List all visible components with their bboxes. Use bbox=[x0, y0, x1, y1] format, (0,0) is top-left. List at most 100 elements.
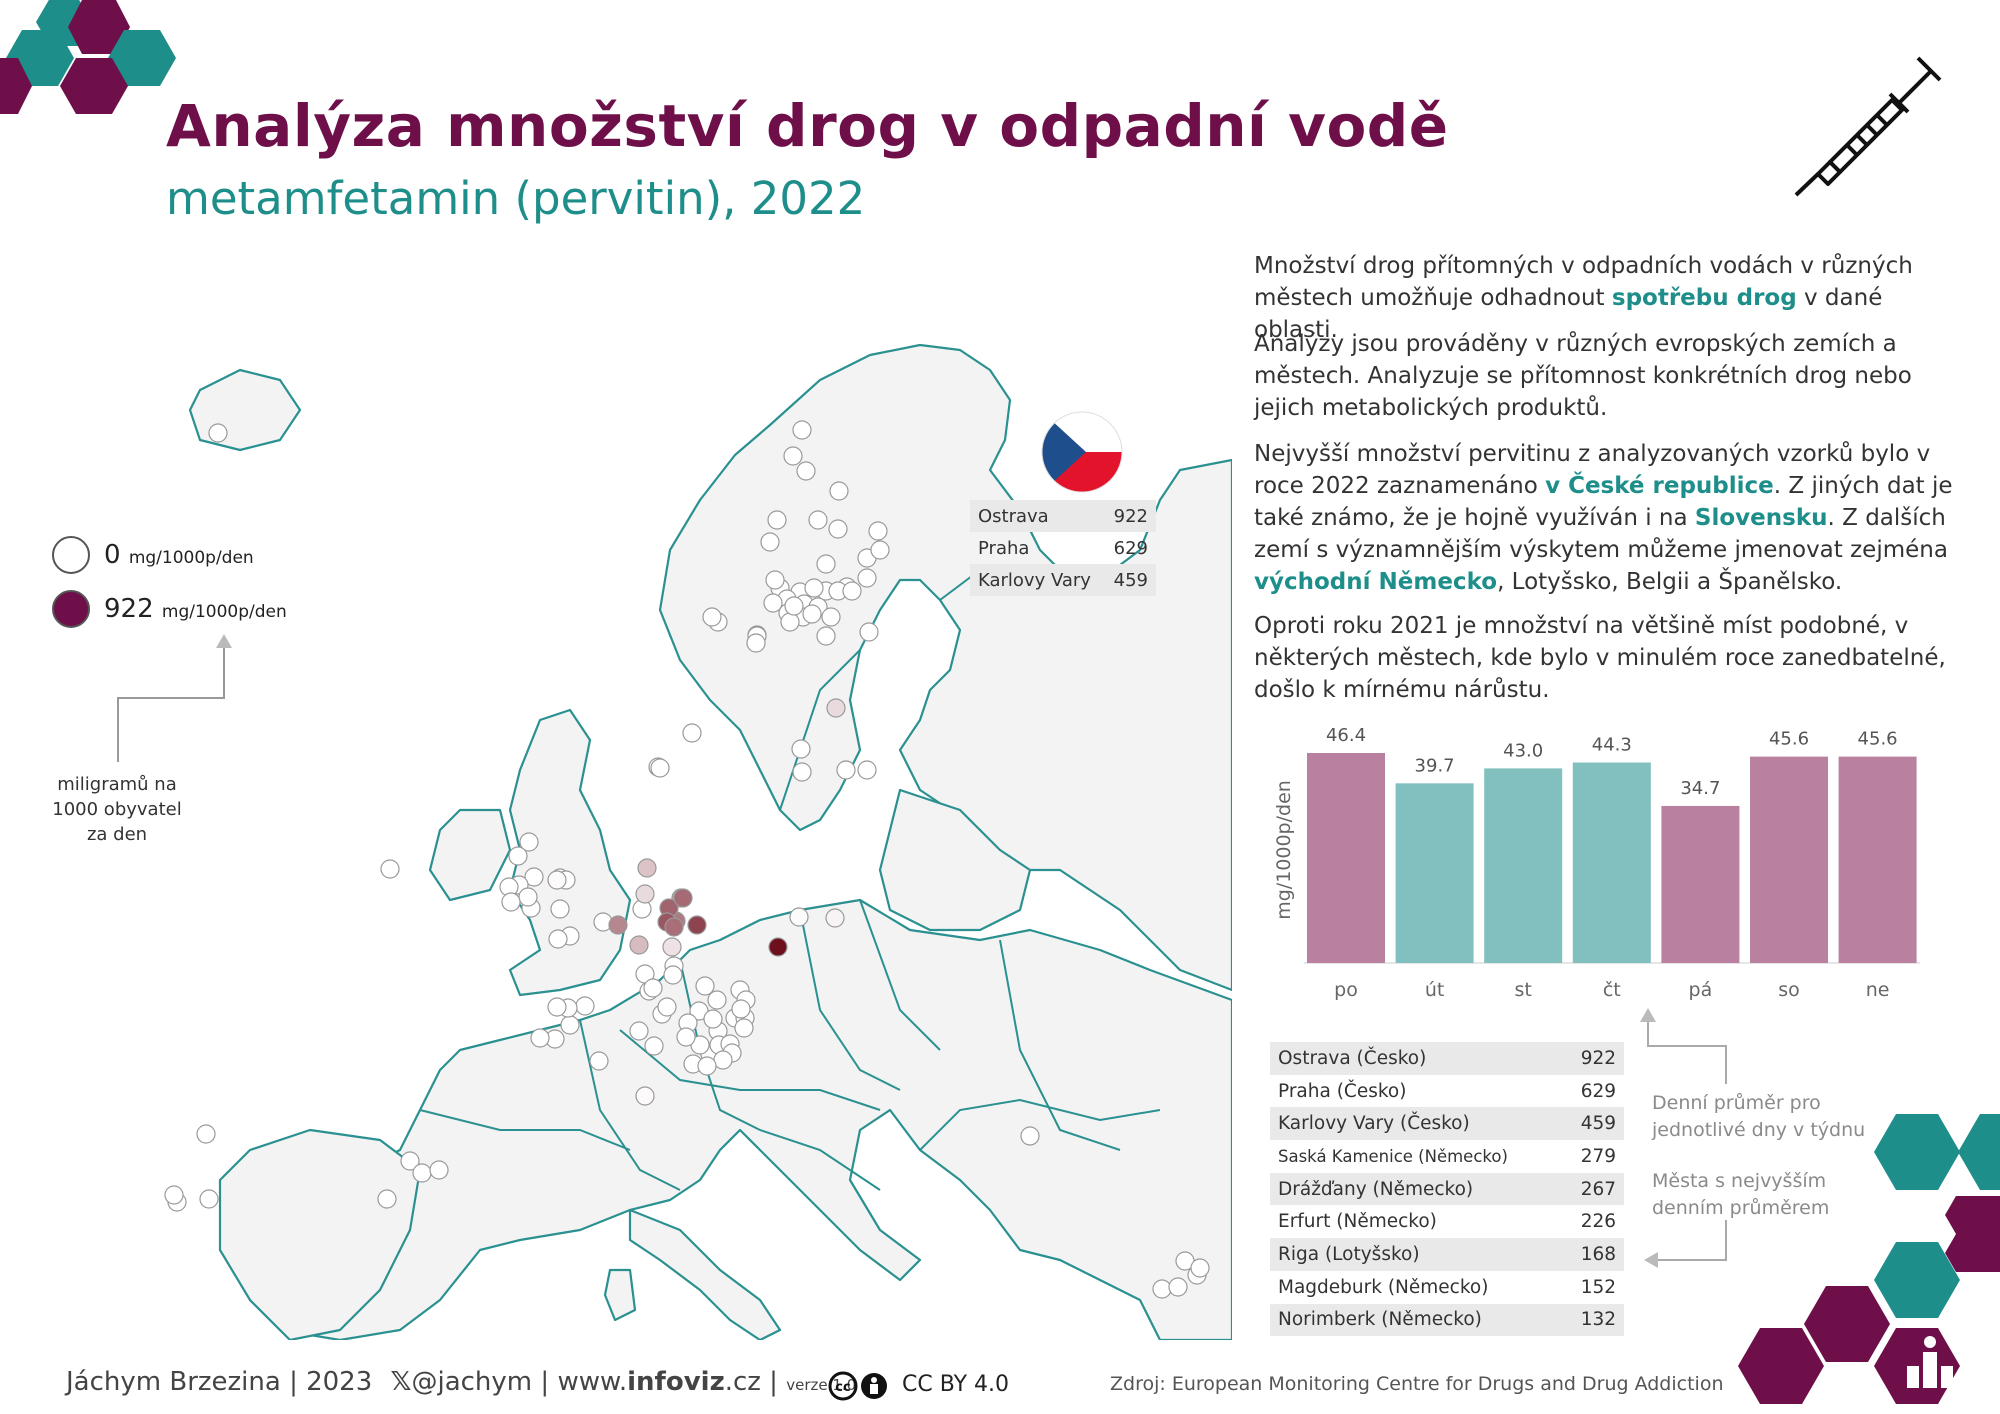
map-city-dot[interactable] bbox=[687, 915, 707, 935]
map-city-dot[interactable] bbox=[783, 446, 803, 466]
map-city-dot[interactable] bbox=[857, 760, 877, 780]
map-city-dot[interactable] bbox=[629, 1021, 649, 1041]
map-city-dot[interactable] bbox=[663, 965, 683, 985]
map-city-dot[interactable] bbox=[682, 723, 702, 743]
map-city-dot[interactable] bbox=[816, 626, 836, 646]
map-city-dot[interactable] bbox=[796, 461, 816, 481]
map-city-dot[interactable] bbox=[713, 1050, 733, 1070]
table-row: Karlovy Vary (Česko) 459 bbox=[1270, 1107, 1624, 1141]
map-city-dot[interactable] bbox=[380, 859, 400, 879]
footer-handle[interactable]: @jachym bbox=[411, 1367, 533, 1397]
map-city-dot[interactable] bbox=[518, 887, 538, 907]
map-city-dot[interactable] bbox=[836, 760, 856, 780]
map-borders bbox=[419, 569, 1161, 1191]
map-city-dot[interactable] bbox=[857, 568, 877, 588]
map-city-dot[interactable] bbox=[676, 1027, 696, 1047]
map-city-dot[interactable] bbox=[657, 997, 677, 1017]
map-city-dot[interactable] bbox=[550, 899, 570, 919]
legend-min-label: 0 mg/1000p/den bbox=[104, 540, 254, 570]
map-city-dot[interactable] bbox=[792, 420, 812, 440]
map-city-dot[interactable] bbox=[635, 1086, 655, 1106]
footer-website[interactable]: www.infoviz.cz bbox=[557, 1367, 761, 1397]
map-city-dot[interactable] bbox=[859, 622, 879, 642]
map-city-dot[interactable] bbox=[199, 1189, 219, 1209]
footer-credits: Jáchym Brzezina | 2023 𝕏@jachym | www.in… bbox=[66, 1367, 857, 1397]
map-city-dot[interactable] bbox=[644, 1036, 664, 1056]
map-city-dot[interactable] bbox=[828, 519, 848, 539]
map-city-dot[interactable] bbox=[702, 607, 722, 627]
map-city-dot[interactable] bbox=[1020, 1126, 1040, 1146]
map-city-dot[interactable] bbox=[1168, 1277, 1188, 1297]
map-city-dot[interactable] bbox=[662, 937, 682, 957]
map-city-dot[interactable] bbox=[808, 510, 828, 530]
cc-by-icon: cc bbox=[828, 1371, 887, 1401]
map-city-dot[interactable] bbox=[1152, 1279, 1172, 1299]
map-city-dot[interactable] bbox=[608, 915, 628, 935]
map-city-dot[interactable] bbox=[826, 698, 846, 718]
map-city-dot[interactable] bbox=[643, 978, 663, 998]
map-city-dot[interactable] bbox=[760, 532, 780, 552]
map-city-dot[interactable] bbox=[695, 976, 715, 996]
map-city-dot[interactable] bbox=[763, 593, 783, 613]
map-city-dot[interactable] bbox=[547, 870, 567, 890]
map-city-dot[interactable] bbox=[703, 1009, 723, 1029]
map-city-dot[interactable] bbox=[734, 1018, 754, 1038]
map-city-dot[interactable] bbox=[746, 633, 766, 653]
map-city-dot[interactable] bbox=[821, 607, 841, 627]
map-city-dot[interactable] bbox=[524, 867, 544, 887]
map-city-dot[interactable] bbox=[575, 996, 595, 1016]
map-city-dot[interactable] bbox=[429, 1160, 449, 1180]
map-city-dot[interactable] bbox=[412, 1163, 432, 1183]
table-row: Magdeburk (Německo) 152 bbox=[1278, 1276, 1616, 1298]
map-city-dot[interactable] bbox=[731, 999, 751, 1019]
table-row: Erfurt (Německo) 226 bbox=[1278, 1211, 1616, 1233]
map-city-dot[interactable] bbox=[530, 1028, 550, 1048]
map-city-dot[interactable] bbox=[768, 937, 788, 957]
map-city-dot[interactable] bbox=[870, 540, 890, 560]
chart-note: Denní průměr pro jednotlivé dny v týdnu bbox=[1652, 1092, 1866, 1141]
map-city-dot[interactable] bbox=[792, 762, 812, 782]
map-city-dot[interactable] bbox=[791, 739, 811, 759]
map-city-dot[interactable] bbox=[208, 423, 228, 443]
map-city-dot[interactable] bbox=[780, 612, 800, 632]
map-city-dot[interactable] bbox=[547, 997, 567, 1017]
map-city-dot[interactable] bbox=[501, 892, 521, 912]
map-city-dot[interactable] bbox=[650, 758, 670, 778]
map-city-dot[interactable] bbox=[829, 481, 849, 501]
bar-value-label: 34.7 bbox=[1680, 778, 1720, 799]
map-city-dot[interactable] bbox=[637, 858, 657, 878]
map-city-dot[interactable] bbox=[804, 578, 824, 598]
map-city-dot[interactable] bbox=[560, 1015, 580, 1035]
table-row: Praha (Česko) 629 bbox=[1278, 1080, 1616, 1102]
page-subtitle: metamfetamin (pervitin), 2022 bbox=[166, 172, 866, 225]
map-city-dot[interactable] bbox=[789, 907, 809, 927]
map-city-dot[interactable] bbox=[589, 1051, 609, 1071]
map-city-dot[interactable] bbox=[508, 846, 528, 866]
map-city-dot[interactable] bbox=[767, 510, 787, 530]
map-city-dot[interactable] bbox=[519, 832, 539, 852]
map-city-dot[interactable] bbox=[400, 1151, 420, 1171]
map-city-dot[interactable] bbox=[842, 581, 862, 601]
map-city-dot[interactable] bbox=[377, 1189, 397, 1209]
map-city-dot[interactable] bbox=[1190, 1258, 1210, 1278]
map-city-dot[interactable] bbox=[816, 554, 836, 574]
table-row: Praha 629 bbox=[978, 537, 1148, 559]
map-city-dot[interactable] bbox=[784, 596, 804, 616]
map-city-dot[interactable] bbox=[707, 990, 727, 1010]
map-city-dot[interactable] bbox=[868, 521, 888, 541]
map-city-dot[interactable] bbox=[697, 1056, 717, 1076]
map-city-dot[interactable] bbox=[765, 570, 785, 590]
map-city-dot[interactable] bbox=[635, 884, 655, 904]
map-city-dot[interactable] bbox=[196, 1124, 216, 1144]
map-city-dot[interactable] bbox=[802, 604, 822, 624]
map-city-dot[interactable] bbox=[629, 935, 649, 955]
map-city-dot[interactable] bbox=[548, 929, 568, 949]
page-title: Analýza množství drog v odpadní vodě bbox=[166, 92, 1449, 160]
category-label: so bbox=[1778, 979, 1800, 1001]
map-city-dot[interactable] bbox=[664, 917, 684, 937]
map-city-dot[interactable] bbox=[825, 908, 845, 928]
footer-version: verze 1.0 bbox=[786, 1376, 857, 1394]
map-city-dot[interactable] bbox=[164, 1185, 184, 1205]
map-city-dot[interactable] bbox=[673, 888, 693, 908]
